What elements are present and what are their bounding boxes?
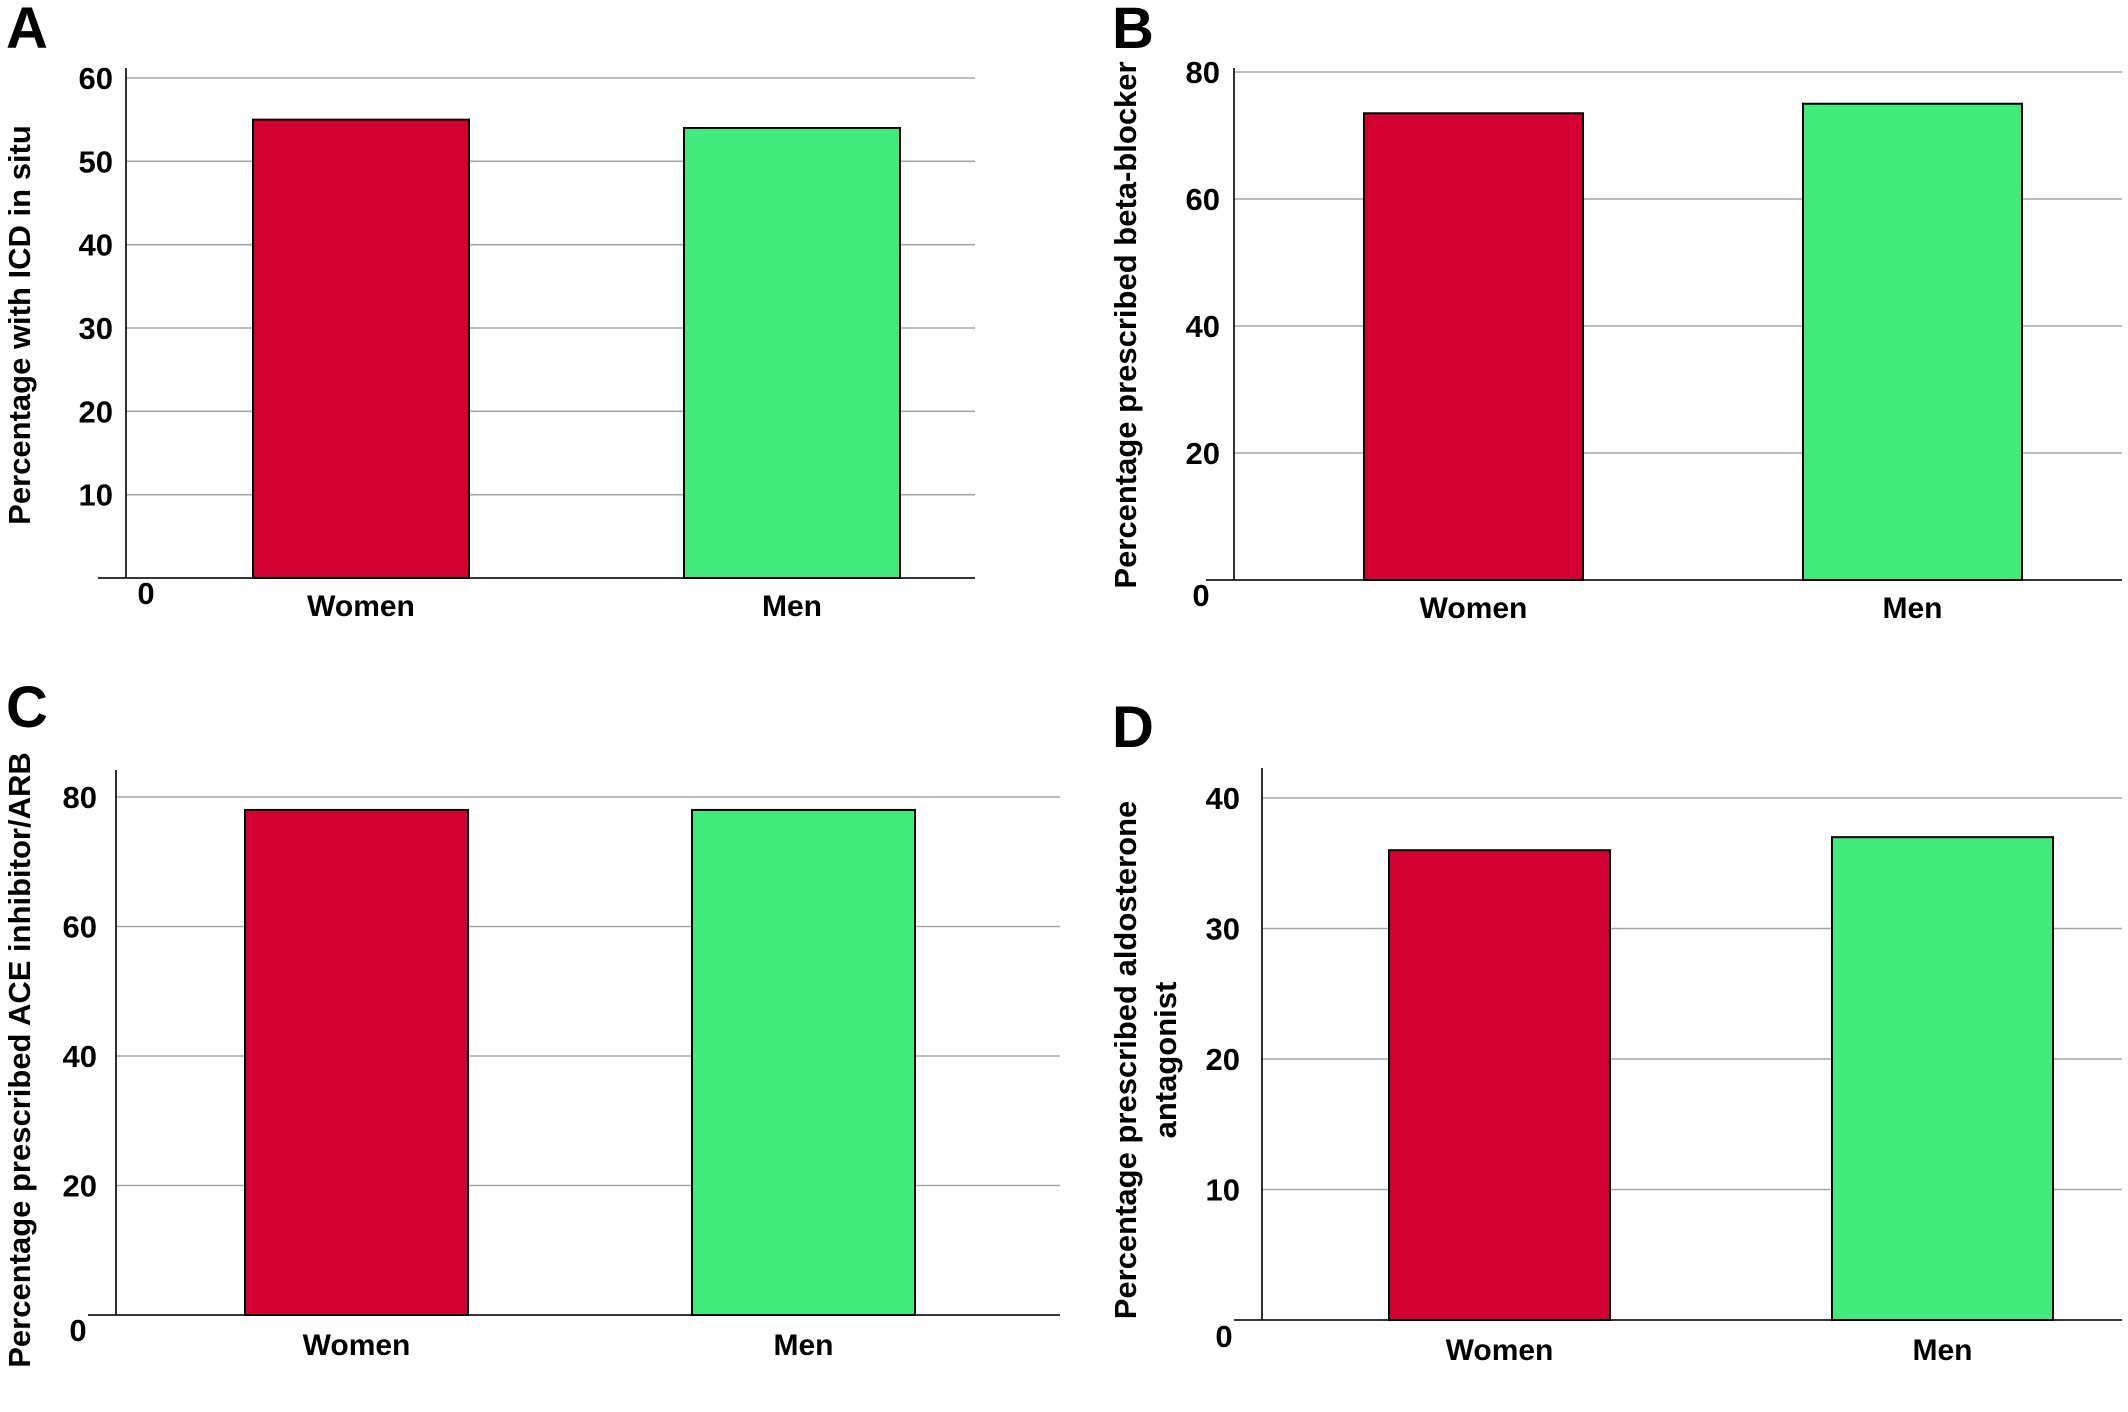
y-tick-label: 30	[79, 311, 113, 346]
chart-panel-d: D 0 10 20 30 40 Women Men Percentage prescribed …	[1108, 695, 2122, 1367]
y-tick-label: 80	[63, 780, 97, 815]
y-axis-title: Percentage prescribed aldosterone	[1108, 801, 1143, 1320]
panel-letter: C	[6, 675, 48, 740]
y-tick-label: 10	[1206, 1173, 1240, 1208]
x-category-label: Men	[1883, 592, 1943, 625]
y-tick-label: 0	[1215, 1319, 1232, 1354]
bar-women	[244, 808, 469, 1316]
y-tick-label: 0	[137, 576, 154, 611]
x-category-label: Women	[1446, 1334, 1554, 1367]
y-tick-label: 20	[1206, 1042, 1240, 1077]
y-tick-label: 40	[1206, 781, 1240, 816]
y-tick-label: 60	[63, 910, 97, 945]
y-tick-label: 60	[1186, 182, 1220, 217]
bar-men	[691, 808, 916, 1316]
bar-women	[1388, 849, 1611, 1321]
x-category-label: Women	[307, 590, 415, 623]
y-tick-label: 40	[63, 1039, 97, 1074]
y-tick-label: 10	[79, 478, 113, 513]
panel-letter: D	[1112, 695, 1154, 760]
chart-panel-b: B 0 20 40 60 80 Women Men Percentage prescribed …	[1108, 0, 2122, 625]
x-category-label: Women	[1420, 592, 1528, 625]
y-tick-label: 40	[79, 228, 113, 263]
y-tick-label: 0	[69, 1313, 86, 1348]
bar-men	[683, 127, 901, 579]
y-axis-title: Percentage prescribed beta-blocker	[1108, 61, 1143, 588]
x-category-label: Men	[1913, 1334, 1973, 1367]
x-category-label: Men	[774, 1329, 834, 1362]
x-category-label: Women	[303, 1329, 411, 1362]
x-category-label: Men	[762, 590, 822, 623]
bar-women	[1363, 112, 1584, 582]
bar-men	[1831, 836, 2054, 1322]
y-tick-label: 20	[79, 394, 113, 429]
y-tick-label: 80	[1186, 55, 1220, 90]
bar-men	[1802, 102, 2023, 581]
y-axis-title: Percentage with ICD in situ	[2, 125, 37, 525]
bar-women	[252, 118, 470, 580]
y-axis-title: antagonist	[1148, 982, 1183, 1139]
chart-panel-a: A 0 10 20 30 40 50 60 Women Men Percentage with IC…	[2, 0, 975, 623]
panel-letter: A	[6, 0, 48, 61]
y-tick-label: 0	[1192, 578, 1209, 613]
panel-letter: B	[1112, 0, 1154, 61]
y-tick-label: 50	[79, 144, 113, 179]
y-axis-title: Percentage prescribed ACE inhibitor/ARB	[2, 752, 37, 1368]
y-tick-label: 20	[1186, 436, 1220, 471]
y-tick-label: 30	[1206, 912, 1240, 947]
y-tick-label: 20	[63, 1169, 97, 1204]
y-tick-label: 60	[79, 61, 113, 96]
chart-panel-c: C 0 20 40 60 80 Women Men Percentage prescribed …	[2, 675, 1060, 1368]
y-tick-label: 40	[1186, 309, 1220, 344]
